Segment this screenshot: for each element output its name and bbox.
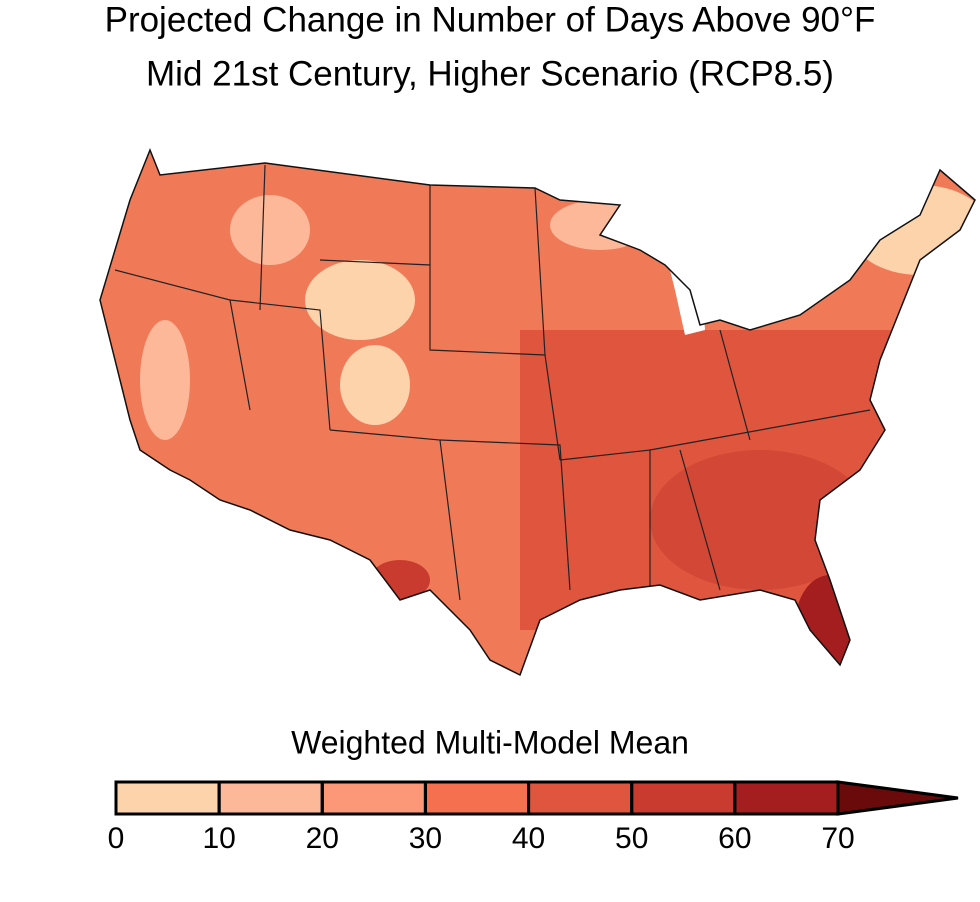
legend-title: Weighted Multi-Model Mean [291, 724, 689, 760]
colorbar-tick-label: 10 [202, 822, 235, 855]
map-region [370, 560, 430, 600]
colorbar-tick-label: 20 [306, 822, 339, 855]
title-line: Projected Change in Number of Days Above… [105, 0, 876, 39]
colorbar: 0 10 20 30 40 50 60 70 [108, 780, 959, 855]
state-lines [114, 164, 871, 601]
colorbar-bin [423, 780, 531, 816]
colorbar-bin [630, 780, 737, 816]
colorbar-bin [320, 780, 427, 816]
colorbar-tick-label: 70 [821, 822, 854, 855]
colorbar-tick-label: 50 [615, 822, 648, 855]
map-region [230, 195, 310, 265]
title-line: Mid 21st Century, Higher Scenario (RCP8.… [146, 54, 834, 93]
map-region [550, 200, 650, 250]
us-map [100, 150, 975, 675]
map-region [140, 320, 190, 440]
map-region [305, 260, 415, 340]
map-region [340, 345, 410, 425]
colorbar-bin [114, 780, 221, 816]
colorbar-bin [733, 780, 840, 816]
colorbar-bin [217, 780, 324, 816]
colorbar-bin [527, 780, 634, 816]
colorbar-tick-label: 0 [108, 822, 125, 855]
colorbar-tick-label: 40 [512, 822, 545, 855]
colorbar-tick-label: 60 [718, 822, 751, 855]
map-region [795, 575, 865, 675]
colorbar-tick-label: 30 [409, 822, 442, 855]
colorbar-extension [836, 780, 959, 816]
map-region [650, 450, 870, 590]
